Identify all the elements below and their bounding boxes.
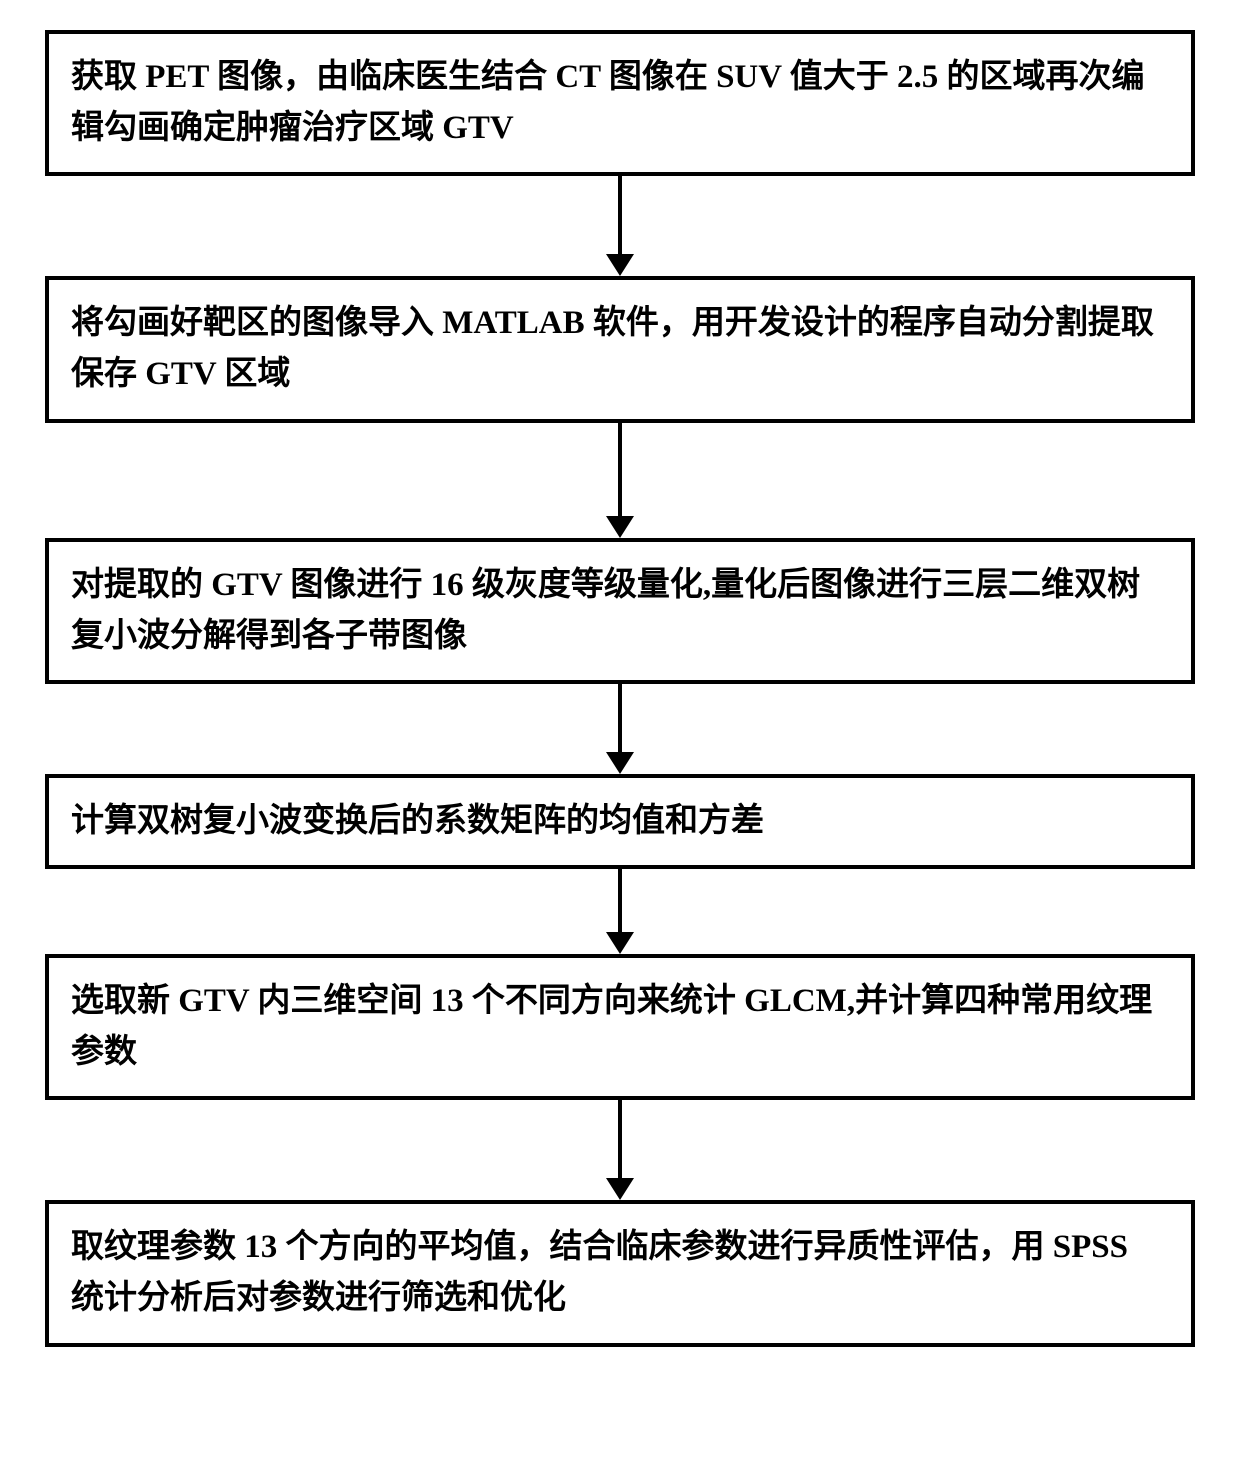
arrow-down-icon bbox=[606, 932, 634, 954]
arrow-down-icon bbox=[606, 254, 634, 276]
step-box-4: 计算双树复小波变换后的系数矩阵的均值和方差 bbox=[45, 774, 1195, 869]
step-text-1: 获取 PET 图像，由临床医生结合 CT 图像在 SUV 值大于 2.5 的区域… bbox=[71, 59, 1145, 146]
step-box-1: 获取 PET 图像，由临床医生结合 CT 图像在 SUV 值大于 2.5 的区域… bbox=[45, 30, 1195, 176]
step-text-5: 选取新 GTV 内三维空间 13 个不同方向来统计 GLCM,并计算四种常用纹理… bbox=[71, 983, 1152, 1070]
step-box-6: 取纹理参数 13 个方向的平均值，结合临床参数进行异质性评估，用 SPSS 统计… bbox=[45, 1200, 1195, 1346]
arrow-2 bbox=[606, 423, 634, 538]
arrow-1 bbox=[606, 176, 634, 276]
arrow-line-icon bbox=[618, 684, 622, 752]
step-box-5: 选取新 GTV 内三维空间 13 个不同方向来统计 GLCM,并计算四种常用纹理… bbox=[45, 954, 1195, 1100]
arrow-line-icon bbox=[618, 423, 622, 516]
step-text-4: 计算双树复小波变换后的系数矩阵的均值和方差 bbox=[71, 803, 764, 839]
arrow-down-icon bbox=[606, 1178, 634, 1200]
flowchart-container: 获取 PET 图像，由临床医生结合 CT 图像在 SUV 值大于 2.5 的区域… bbox=[40, 30, 1200, 1347]
step-box-2: 将勾画好靶区的图像导入 MATLAB 软件，用开发设计的程序自动分割提取保存 G… bbox=[45, 276, 1195, 422]
arrow-down-icon bbox=[606, 516, 634, 538]
arrow-line-icon bbox=[618, 869, 622, 932]
step-box-3: 对提取的 GTV 图像进行 16 级灰度等级量化,量化后图像进行三层二维双树复小… bbox=[45, 538, 1195, 684]
arrow-line-icon bbox=[618, 176, 622, 254]
step-text-2: 将勾画好靶区的图像导入 MATLAB 软件，用开发设计的程序自动分割提取保存 G… bbox=[71, 305, 1154, 392]
arrow-3 bbox=[606, 684, 634, 774]
step-text-6: 取纹理参数 13 个方向的平均值，结合临床参数进行异质性评估，用 SPSS 统计… bbox=[71, 1229, 1128, 1316]
arrow-5 bbox=[606, 1100, 634, 1200]
arrow-down-icon bbox=[606, 752, 634, 774]
step-text-3: 对提取的 GTV 图像进行 16 级灰度等级量化,量化后图像进行三层二维双树复小… bbox=[71, 567, 1140, 654]
arrow-line-icon bbox=[618, 1100, 622, 1178]
arrow-4 bbox=[606, 869, 634, 954]
